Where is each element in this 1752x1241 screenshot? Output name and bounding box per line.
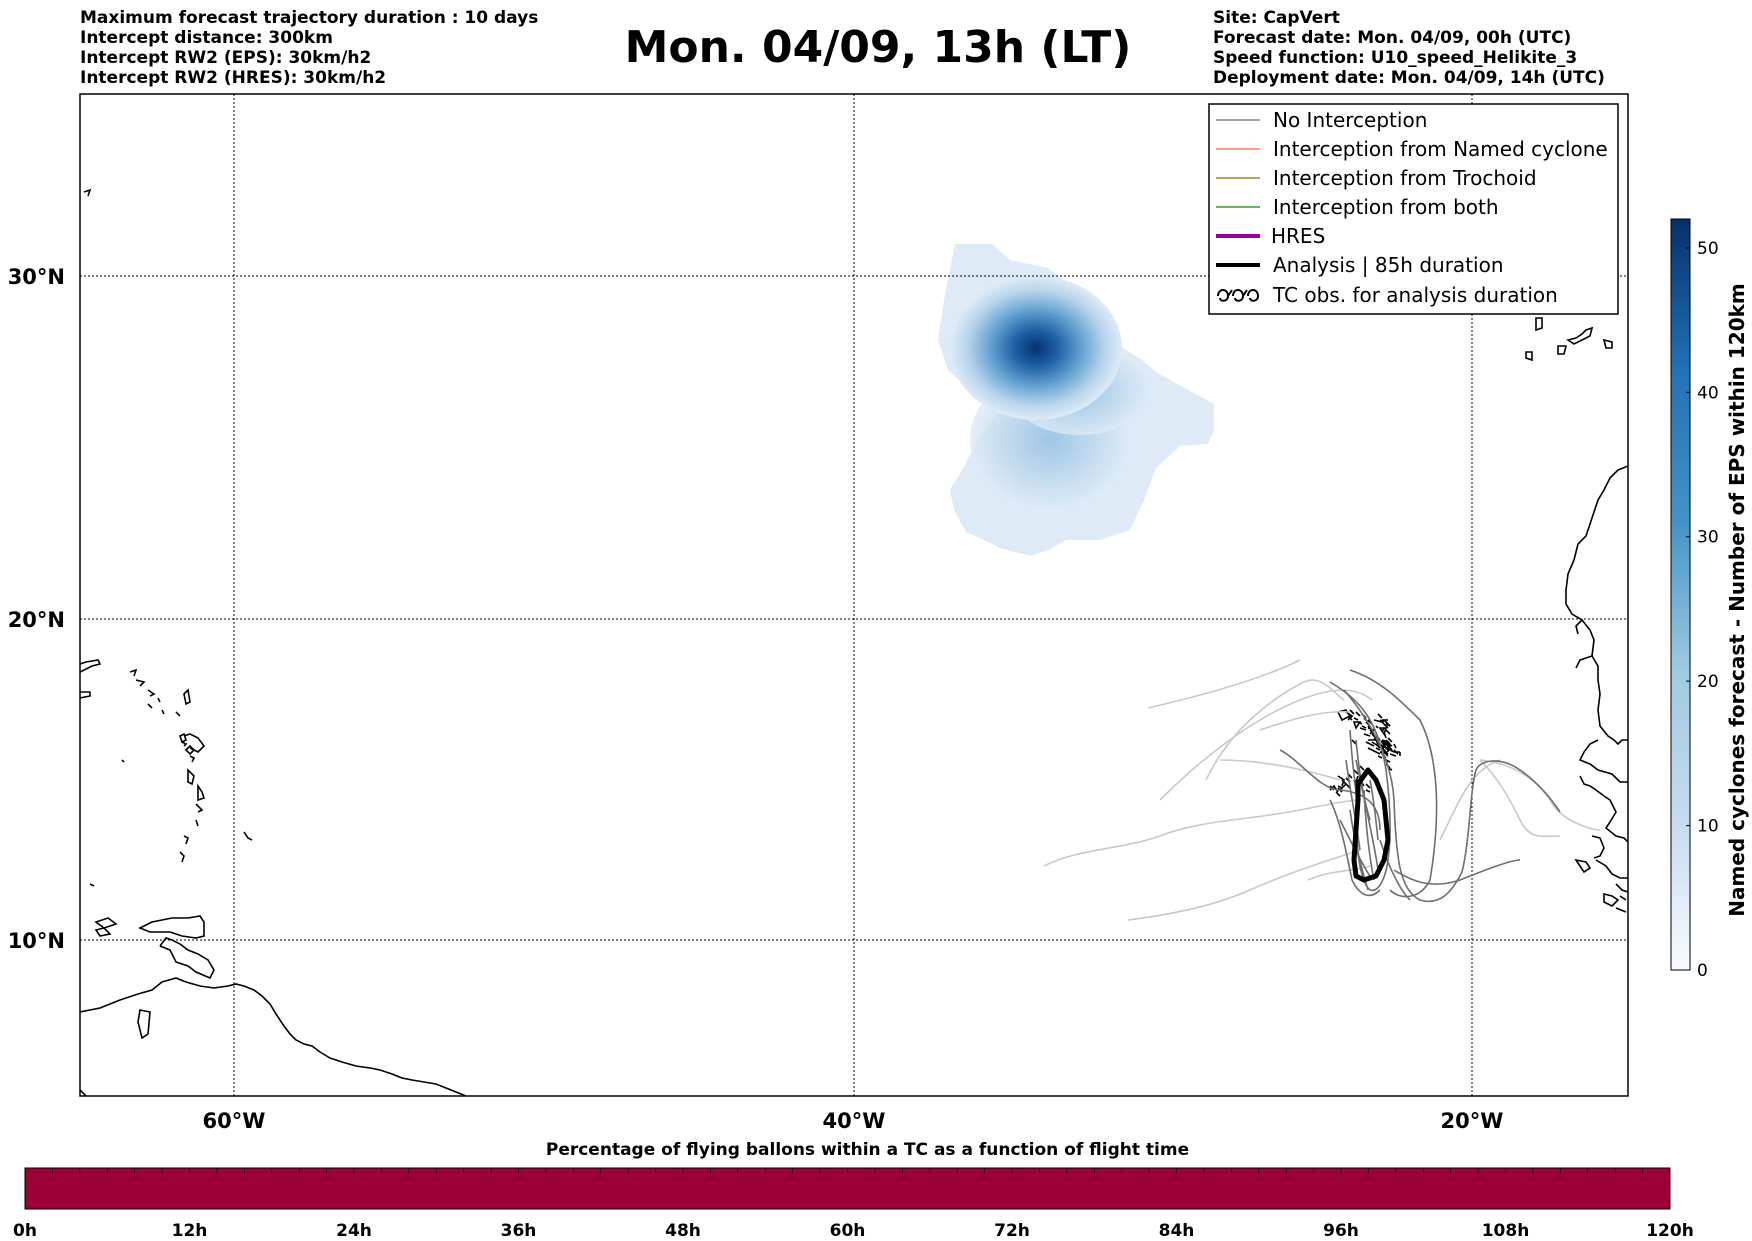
header-right-info: Site: CapVert Forecast date: Mon. 04/09,… <box>1213 8 1605 88</box>
percentage-bar-fill <box>25 1168 1670 1209</box>
legend-label-tc-obs: TC obs. for analysis duration <box>1272 283 1558 307</box>
percentage-bar: 0h 12h 24h 36h 48h 60h 72h 84h 96h 108h 120h <box>13 1167 1694 1241</box>
colorbar-ticks: 0 10 20 30 40 50 <box>1686 239 1719 981</box>
trajectories-dark <box>1279 669 1561 903</box>
percentage-bar-tick-label: 108h <box>1482 1221 1530 1241</box>
lat-tick-20n: 20°N <box>8 608 65 632</box>
max-duration-text: Maximum forecast trajectory duration : 1… <box>80 8 539 28</box>
percentage-bar-tick-label: 24h <box>336 1221 372 1241</box>
legend-item-named-cyclone: Interception from Named cyclone <box>1216 137 1608 161</box>
legend-item-trochoid: Interception from Trochoid <box>1216 166 1537 190</box>
legend-item-hres: HRES <box>1216 224 1325 248</box>
cyclone-density-field <box>938 244 1214 556</box>
lat-tick-10n: 10°N <box>8 929 65 953</box>
percentage-bar-title: Percentage of flying ballons within a TC… <box>545 1140 1190 1160</box>
percentage-bar-tick-label: 72h <box>994 1221 1030 1241</box>
legend-item-no-interception: No Interception <box>1216 108 1427 132</box>
lon-tick-20w: 20°W <box>1441 1109 1504 1133</box>
intercept-hres-text: Intercept RW2 (HRES): 30km/h2 <box>80 68 387 88</box>
colorbar-gradient <box>1670 218 1691 971</box>
legend-item-both: Interception from both <box>1216 195 1499 219</box>
percentage-bar-tick-label: 96h <box>1323 1221 1359 1241</box>
legend-label-both: Interception from both <box>1273 195 1499 219</box>
percentage-bar-tick-label: 12h <box>172 1221 208 1241</box>
density-colorbar: 0 10 20 30 40 50 Named cyclones forecast - Nu… <box>1670 218 1749 981</box>
lon-tick-40w: 40°W <box>823 1109 886 1133</box>
intercept-distance-text: Intercept distance: 300km <box>80 28 333 48</box>
map-content <box>80 94 1628 1096</box>
percentage-bar-tick-label: 120h <box>1646 1221 1694 1241</box>
legend-label-named-cyclone: Interception from Named cyclone <box>1273 137 1608 161</box>
legend-label-no-interception: No Interception <box>1273 108 1427 132</box>
percentage-bar-minor-ticks <box>52 1168 1643 1174</box>
lon-tick-60w: 60°W <box>203 1109 266 1133</box>
percentage-bar-ticks: 0h 12h 24h 36h 48h 60h 72h 84h 96h 108h 120h <box>13 1221 1694 1241</box>
speed-function-text: Speed function: U10_speed_Helikite_3 <box>1213 48 1578 68</box>
intercept-eps-text: Intercept RW2 (EPS): 30km/h2 <box>80 48 372 68</box>
page-title: Mon. 04/09, 13h (LT) <box>624 22 1132 73</box>
percentage-bar-tick-label: 0h <box>13 1221 37 1241</box>
percentage-bar-tick-label: 36h <box>501 1221 537 1241</box>
percentage-bar-tick-label: 48h <box>665 1221 701 1241</box>
colorbar-tick-label: 10 <box>1697 817 1719 837</box>
colorbar-tick-label: 50 <box>1697 239 1719 259</box>
deployment-date-text: Deployment date: Mon. 04/09, 14h (UTC) <box>1213 68 1605 88</box>
colorbar-tick-label: 0 <box>1697 961 1708 981</box>
analysis-track <box>1351 767 1391 883</box>
site-text: Site: CapVert <box>1213 8 1340 28</box>
colorbar-title: Named cyclones forecast - Number of EPS … <box>1725 283 1749 917</box>
percentage-bar-tick-label: 84h <box>1159 1221 1195 1241</box>
colorbar-tick-label: 30 <box>1697 528 1719 548</box>
header-left-info: Maximum forecast trajectory duration : 1… <box>80 8 538 88</box>
forecast-date-text: Forecast date: Mon. 04/09, 00h (UTC) <box>1213 28 1572 48</box>
percentage-bar-tick-label: 60h <box>830 1221 866 1241</box>
legend-item-tc-obs: TC obs. for analysis duration <box>1217 283 1558 307</box>
colorbar-tick-label: 20 <box>1697 672 1719 692</box>
trajectories-light <box>1043 659 1601 921</box>
tc-symbol-icon <box>1217 289 1260 302</box>
colorbar-tick-label: 40 <box>1697 383 1719 403</box>
legend-label-trochoid: Interception from Trochoid <box>1273 166 1537 190</box>
legend-label-analysis: Analysis | 85h duration <box>1273 253 1504 277</box>
legend-box: No Interception Interception from Named … <box>1208 103 1619 315</box>
lat-tick-30n: 30°N <box>8 265 65 289</box>
legend-label-hres: HRES <box>1271 224 1325 248</box>
gridlines <box>80 94 1628 1096</box>
legend-item-analysis: Analysis | 85h duration <box>1216 253 1504 277</box>
